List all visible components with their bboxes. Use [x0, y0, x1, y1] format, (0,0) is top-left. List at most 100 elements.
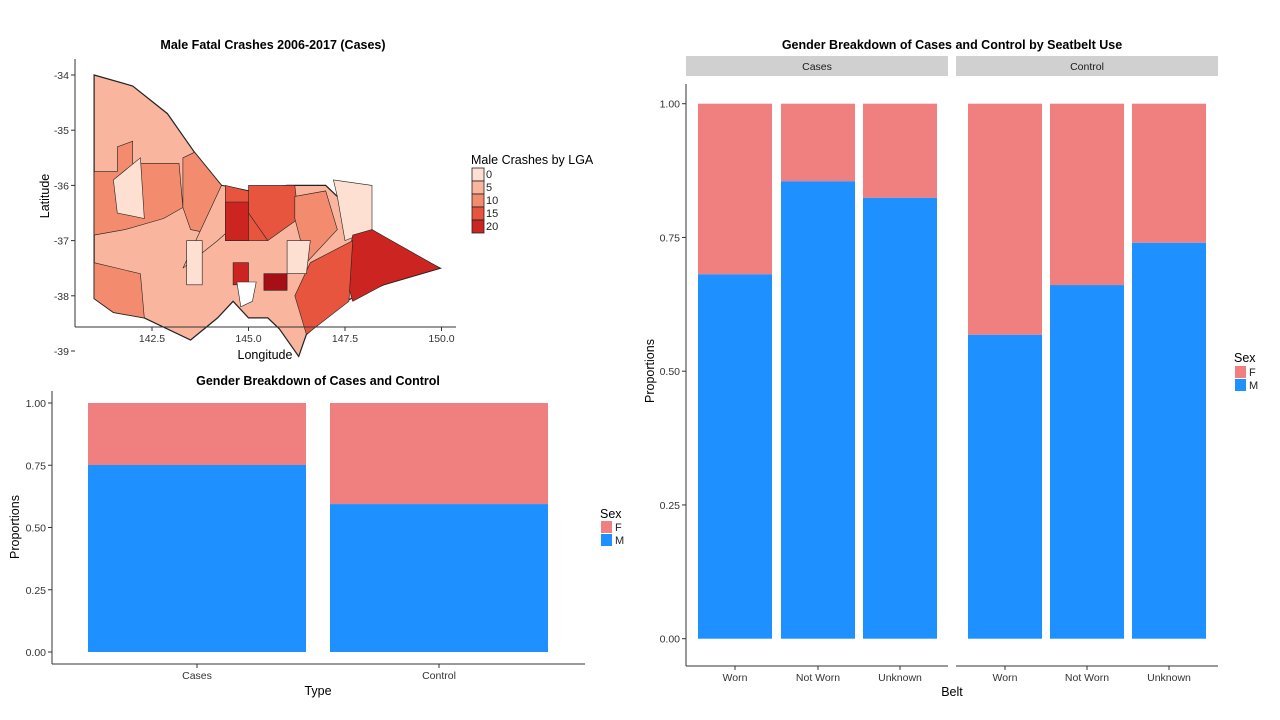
map-legend-label: 5 [486, 182, 492, 194]
x-tick-label: Not Worn [1065, 672, 1109, 684]
y-tick-label: 0.75 [660, 232, 681, 244]
map-region [286, 240, 311, 275]
legend-swatch-M [601, 534, 612, 546]
type-bar-chart: Gender Breakdown of Cases and Control Ca… [8, 374, 624, 698]
facet-strip-label: Control [1070, 61, 1104, 73]
belt-y-label: Proportions [643, 339, 657, 403]
facet-strip [686, 56, 948, 76]
map-legend-swatch [471, 219, 485, 234]
map-x-tick-label: 142.5 [139, 333, 165, 345]
map-y-tick-label: -39 [54, 346, 69, 358]
legend-label-M: M [1249, 380, 1258, 392]
legend-label-M: M [615, 535, 624, 547]
map-region [186, 240, 203, 286]
type-y-label: Proportions [8, 495, 22, 559]
map-region [232, 262, 249, 286]
map-y-tick-label: -34 [54, 70, 69, 82]
facet-strip [956, 56, 1218, 76]
belt-bar-F [968, 103, 1042, 335]
legend-swatch-F [1235, 366, 1246, 378]
type-bar-M [330, 504, 548, 652]
map-region [225, 201, 249, 241]
map-legend-swatch [471, 206, 485, 221]
map-y-tick-label: -36 [54, 180, 69, 192]
belt-bar-F [781, 103, 855, 182]
x-tick-label: Unknown [1147, 672, 1191, 684]
type-legend: FM [601, 521, 624, 547]
belt-bars: Cases Worn Not Worn Unknown Control Worn Not W… [660, 56, 1218, 684]
map-regions [93, 74, 442, 358]
map-ticks: 142.5 145.0 147.5 150.0 -34 -35 -36 -37 -38 -39 [54, 70, 455, 358]
belt-bar-chart: Gender Breakdown of Cases and Control by… [643, 38, 1258, 699]
map-region [263, 273, 288, 291]
map-region [248, 185, 300, 242]
map-y-label: Latitude [38, 174, 52, 219]
map-region [113, 157, 145, 219]
y-tick-label: 1.00 [660, 99, 681, 111]
y-tick-label: 0.50 [660, 366, 681, 378]
map-y-tick-label: -38 [54, 291, 69, 303]
legend-swatch-F [601, 521, 612, 533]
map-x-label: Longitude [238, 348, 293, 362]
type-bar-M [88, 465, 306, 652]
belt-x-label: Belt [941, 685, 963, 699]
belt-bar-M [1132, 242, 1206, 639]
legend-swatch-M [1235, 379, 1246, 391]
map-legend-swatch [471, 167, 485, 182]
type-x-label: Type [304, 684, 331, 698]
map-legend-label: 0 [486, 169, 492, 181]
y-tick-label: 1.00 [26, 398, 47, 410]
belt-bar-F [698, 103, 772, 275]
y-tick-label: 0.50 [26, 523, 47, 535]
map-legend-label: 20 [486, 221, 498, 233]
x-tick-label: Cases [182, 670, 212, 682]
type-chart-title: Gender Breakdown of Cases and Control [196, 374, 440, 388]
belt-bar-M [1050, 285, 1124, 639]
belt-bar-F [1050, 103, 1124, 286]
legend-label-F: F [615, 522, 622, 534]
x-tick-label: Unknown [878, 672, 922, 684]
map-region [294, 240, 354, 335]
map-region [93, 262, 145, 319]
map-legend-swatch [471, 180, 485, 195]
y-tick-label: 0.75 [26, 460, 47, 472]
map-y-tick-label: -37 [54, 236, 69, 248]
type-legend-title: Sex [600, 507, 622, 521]
map-legend-label: 15 [486, 208, 498, 220]
map-x-tick-label: 145.0 [235, 333, 261, 345]
map-legend-title: Male Crashes by LGA [471, 153, 594, 167]
map-region [236, 281, 257, 308]
x-tick-label: Control [422, 670, 456, 682]
map-legend-label: 10 [486, 195, 498, 207]
belt-bar-F [863, 103, 937, 198]
y-tick-label: 0.00 [660, 634, 681, 646]
y-tick-label: 0.00 [26, 647, 47, 659]
y-tick-label: 0.25 [26, 585, 47, 597]
belt-bar-M [968, 334, 1042, 639]
type-bar-F [88, 403, 306, 466]
belt-bar-F [1132, 103, 1206, 243]
x-tick-label: Not Worn [796, 672, 840, 684]
y-tick-label: 0.25 [660, 500, 681, 512]
map-legend-swatch [471, 193, 485, 208]
x-tick-label: Worn [993, 672, 1018, 684]
belt-legend-title: Sex [1234, 351, 1256, 365]
facet-strip-label: Cases [802, 61, 832, 73]
type-bar-F [330, 403, 548, 505]
map-region [344, 229, 442, 302]
map-y-tick-label: -35 [54, 125, 69, 137]
belt-chart-title: Gender Breakdown of Cases and Control by… [782, 38, 1122, 52]
map-chart: Male Fatal Crashes 2006-2017 (Cases) 142… [38, 38, 594, 362]
belt-bar-M [863, 197, 937, 639]
belt-legend: FM [1235, 366, 1258, 392]
map-x-tick-label: 150.0 [428, 333, 454, 345]
x-tick-label: Worn [723, 672, 748, 684]
type-bars: Cases Control 0.00 0.25 0.50 0.75 1.00 [26, 398, 548, 682]
legend-label-F: F [1249, 367, 1256, 379]
belt-bar-M [781, 181, 855, 639]
map-title: Male Fatal Crashes 2006-2017 (Cases) [160, 38, 385, 52]
belt-bar-M [698, 274, 772, 639]
map-x-tick-label: 147.5 [332, 333, 358, 345]
